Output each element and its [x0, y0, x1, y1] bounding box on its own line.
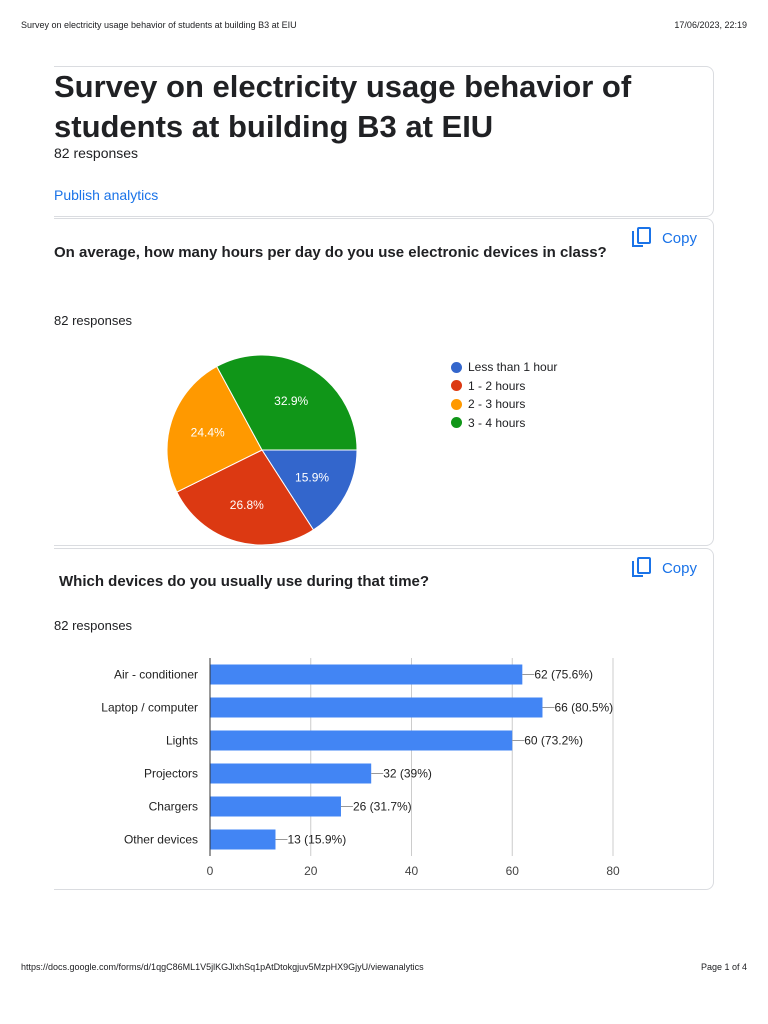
- legend-label: 2 - 3 hours: [468, 397, 526, 412]
- legend-label: 3 - 4 hours: [468, 415, 526, 430]
- copy-chart-button[interactable]: Copy: [631, 227, 697, 249]
- form-header-card: Survey on electricity usage behavior of …: [54, 66, 714, 217]
- copy-button-label: Copy: [661, 229, 697, 247]
- pie-legend: Less than 1 hour 1 - 2 hours 2 - 3 hours 3 …: [451, 358, 557, 432]
- pie-slice: [261, 449, 358, 531]
- pie-slice-label: 32.9%: [274, 394, 308, 408]
- pie-slice: [216, 354, 358, 451]
- legend-item: Less than 1 hour: [451, 358, 557, 377]
- category-label: Laptop / computer: [101, 701, 198, 715]
- pie-slice-label: 15.9%: [295, 470, 329, 484]
- category-label: Other devices: [124, 833, 198, 847]
- pie-slice-label: 24.4%: [191, 426, 225, 440]
- copy-chart-button[interactable]: Copy: [631, 557, 697, 579]
- copy-icon: [631, 557, 652, 579]
- legend-swatch: [451, 380, 462, 392]
- print-footer-url: https://docs.google.com/forms/d/1qgC86ML…: [21, 962, 424, 972]
- bar: [210, 697, 543, 718]
- copy-button-label: Copy: [661, 559, 697, 577]
- question-title: Which devices do you usually use during …: [59, 573, 430, 590]
- publish-analytics-link[interactable]: Publish analytics: [54, 187, 159, 203]
- bar-value-label: 32 (39%): [383, 767, 432, 781]
- bar: [210, 796, 341, 817]
- category-label: Chargers: [149, 800, 198, 814]
- legend-swatch: [451, 417, 462, 429]
- x-tick-label: 60: [506, 864, 520, 878]
- category-label: Projectors: [144, 767, 198, 781]
- pie-slice: [166, 365, 263, 493]
- bar-value-label: 60 (73.2%): [524, 734, 583, 748]
- bar: [210, 763, 372, 784]
- bar: [210, 829, 276, 850]
- x-tick-label: 40: [405, 864, 419, 878]
- legend-swatch: [451, 361, 462, 373]
- print-header: Survey on electricity usage behavior of …: [21, 20, 747, 30]
- x-tick-label: 0: [207, 864, 214, 878]
- bar-value-label: 62 (75.6%): [534, 668, 593, 682]
- pie-chart: 15.9% 26.8% 24.4% 32.9%: [166, 354, 358, 546]
- legend-item: 3 - 4 hours: [451, 414, 557, 433]
- x-tick-label: 20: [304, 864, 318, 878]
- bar-chart: 0 20 40 60 80 Air - conditioner 62 (75.6%) Lapt…: [101, 658, 620, 878]
- question-response-count: 82 responses: [54, 618, 133, 633]
- pie-slice-label: 26.8%: [230, 498, 264, 512]
- print-footer-page: Page 1 of 4: [700, 962, 747, 972]
- legend-item: 1 - 2 hours: [451, 377, 557, 396]
- x-tick-label: 80: [606, 864, 620, 878]
- category-label: Air - conditioner: [114, 668, 198, 682]
- legend-swatch: [451, 398, 462, 410]
- bar: [210, 664, 523, 685]
- legend-label: Less than 1 hour: [468, 360, 558, 375]
- question-response-count: 82 responses: [54, 313, 133, 328]
- legend-item: 2 - 3 hours: [451, 395, 557, 414]
- copy-icon: [631, 227, 652, 249]
- pie-slice: [176, 449, 315, 546]
- print-header-timestamp: 17/06/2023, 22:19: [674, 20, 747, 30]
- bar-value-label: 66 (80.5%): [554, 701, 613, 715]
- bar-value-label: 26 (31.7%): [353, 800, 412, 814]
- form-title: Survey on electricity usage behavior of …: [54, 69, 632, 144]
- question-card-2: Copy Which devices do you usually use du…: [54, 548, 714, 890]
- print-header-title: Survey on electricity usage behavior of …: [21, 20, 297, 30]
- category-label: Lights: [166, 734, 198, 748]
- form-response-count: 82 responses: [54, 145, 139, 161]
- question-card-1: Copy On average, how many hours per day …: [54, 218, 714, 546]
- bar: [210, 730, 513, 751]
- bar-value-label: 13 (15.9%): [287, 833, 346, 847]
- legend-label: 1 - 2 hours: [468, 378, 526, 393]
- question-title: On average, how many hours per day do yo…: [54, 244, 607, 261]
- print-footer: https://docs.google.com/forms/d/1qgC86ML…: [21, 962, 747, 972]
